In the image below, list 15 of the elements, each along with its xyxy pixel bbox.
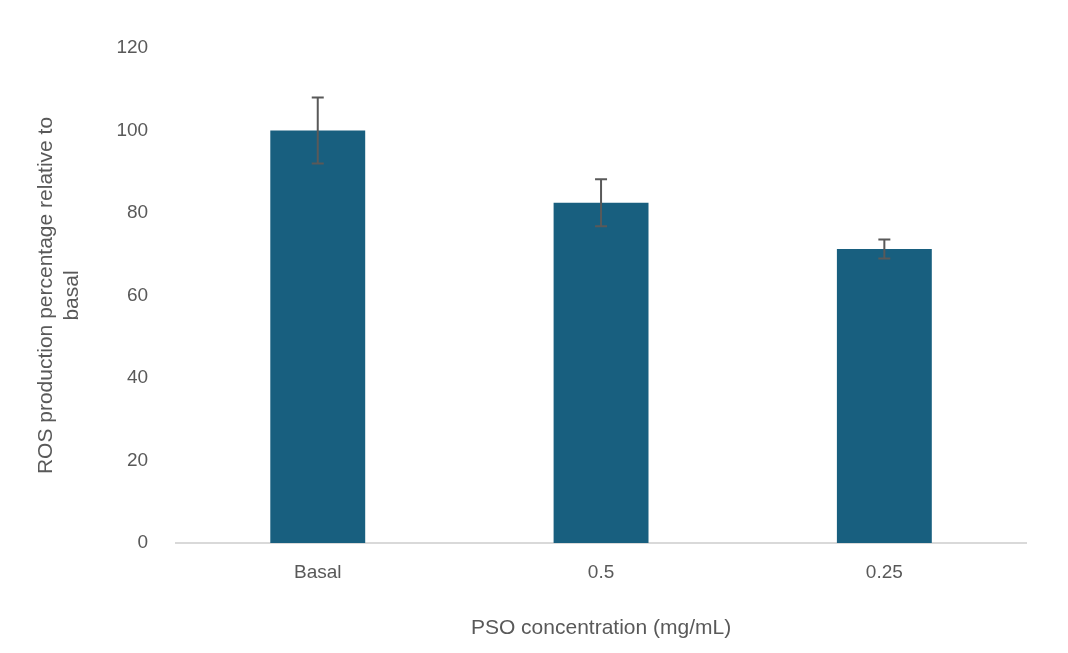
x-tick-label: Basal xyxy=(293,560,342,582)
x-tick-label: 0.25 xyxy=(865,560,903,582)
y-tick-label: 40 xyxy=(126,366,149,388)
bar xyxy=(836,248,932,543)
y-tick-label: 120 xyxy=(116,36,149,58)
bar xyxy=(270,130,366,543)
y-tick-label: 80 xyxy=(126,201,149,223)
x-tick-label: 0.5 xyxy=(587,560,615,582)
y-tick-label: 60 xyxy=(126,283,149,305)
y-tick-label: 0 xyxy=(137,531,149,553)
y-tick-label: 20 xyxy=(126,448,149,470)
y-axis-title: ROS production percentage relative to basal xyxy=(33,116,82,475)
y-tick-label: 100 xyxy=(116,118,149,140)
bar xyxy=(553,202,649,543)
x-axis-title: PSO concentration (mg/mL) xyxy=(470,615,732,639)
